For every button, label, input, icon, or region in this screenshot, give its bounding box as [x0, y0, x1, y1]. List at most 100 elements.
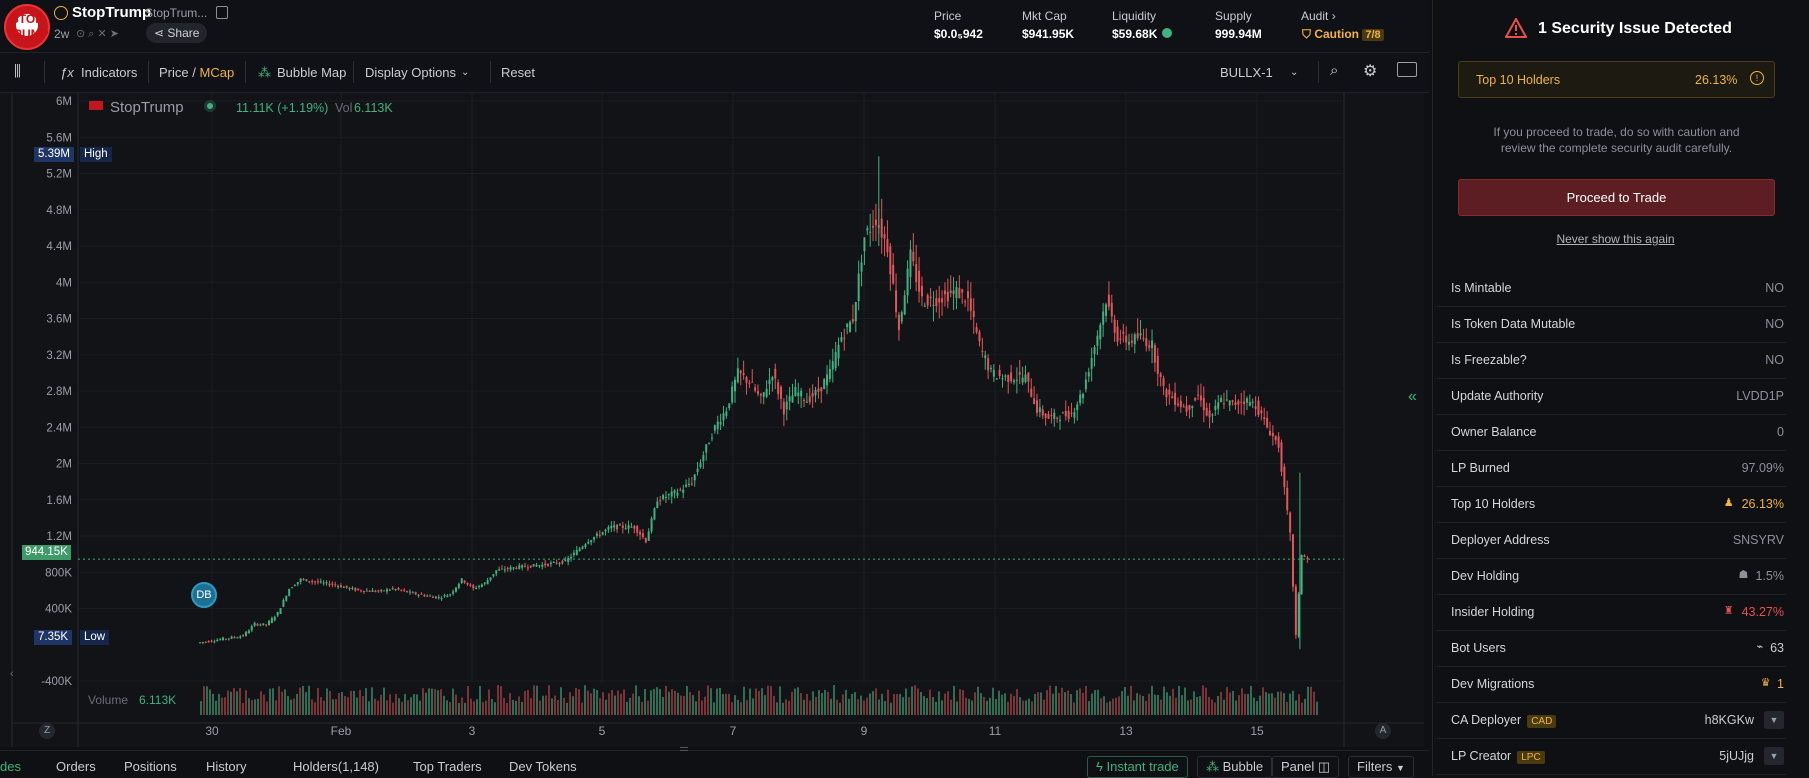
filter-icon[interactable]: ▼: [1764, 711, 1784, 729]
volume-bar: [1217, 695, 1219, 715]
gear-icon[interactable]: ⚙: [1363, 63, 1378, 80]
candle-body: [1021, 377, 1024, 383]
audit-status[interactable]: ⛉ Caution 7/8: [1302, 27, 1384, 42]
volume-bar: [905, 688, 907, 715]
never-show-again-link[interactable]: Never show this again: [1556, 232, 1675, 246]
volume-bar: [608, 693, 610, 715]
bubble-map-button[interactable]: Bubble Map: [277, 65, 347, 80]
volume-bar: [236, 691, 238, 715]
volume-bar: [455, 694, 457, 715]
candle-body: [607, 527, 610, 530]
candle-body: [549, 562, 552, 565]
candle-body: [1024, 374, 1027, 382]
volume-bar: [1091, 693, 1093, 715]
candle-body: [371, 590, 374, 592]
volume-bar: [476, 699, 478, 715]
volume-bar: [1034, 694, 1036, 715]
copy-icon[interactable]: [216, 6, 228, 19]
share-icon: ⋖: [154, 26, 168, 40]
candle-body: [742, 373, 745, 375]
candle-body: [498, 569, 501, 571]
scroll-left-icon[interactable]: ‹: [10, 668, 14, 680]
display-options-button[interactable]: Display Options: [365, 65, 457, 80]
volume-bar: [398, 698, 400, 715]
share-button[interactable]: ⋖ Share: [146, 23, 208, 43]
camera-icon[interactable]: [1397, 62, 1417, 77]
volume-bar: [1244, 693, 1246, 715]
candle-body: [900, 312, 903, 322]
candle-body: [1179, 400, 1182, 407]
x-tick-label: Feb: [331, 724, 352, 738]
chart-canvas[interactable]: 6M 5.6M 5.2M 4.8M 4.4M 4M 3.6M 3.2M 2.8M 2.4M 2M 1.…: [0, 93, 1424, 747]
dev-buy-marker[interactable]: DB: [191, 582, 217, 608]
candle-body: [288, 588, 291, 596]
filter-icon[interactable]: ▼: [1764, 747, 1784, 765]
candle-body: [1197, 394, 1200, 396]
candle-body: [653, 508, 656, 520]
x-tick-label: 9: [861, 724, 868, 738]
volume-bar: [473, 701, 475, 715]
candle-body: [529, 565, 532, 568]
filters-button[interactable]: Filters ▼: [1348, 756, 1414, 778]
search-zoom-icon[interactable]: ⌕: [1330, 62, 1339, 79]
volume-bar: [782, 702, 784, 715]
volume-bar: [1145, 700, 1147, 715]
auto-scale-button[interactable]: A: [1375, 723, 1391, 739]
candle-body: [1125, 335, 1128, 343]
tab-top-traders[interactable]: Top Traders: [413, 759, 482, 774]
candle-body: [478, 586, 480, 588]
volume-bar: [1190, 699, 1192, 715]
candle-body: [929, 296, 932, 299]
volume-bar: [659, 689, 661, 715]
volume-bar: [1169, 695, 1171, 715]
volume-bar: [1295, 700, 1297, 715]
resize-handle[interactable]: [680, 747, 688, 751]
volume-bar: [575, 687, 577, 715]
collapse-panel-icon[interactable]: «: [1408, 388, 1417, 405]
price-mcap-toggle[interactable]: Price / MCap: [159, 65, 234, 80]
candle-body: [1188, 405, 1191, 410]
tab-holders[interactable]: Holders(1,148): [293, 759, 379, 774]
candle-body: [768, 379, 771, 385]
legend-token-name: StopTrump: [110, 99, 184, 116]
exchange-select[interactable]: BULLX-1: [1220, 65, 1273, 80]
volume-bar: [860, 695, 862, 715]
candle-body: [1067, 410, 1070, 419]
bottom-tabs-bar: des Orders Positions History Holders(1,1…: [0, 747, 1430, 778]
volume-bar: [500, 685, 502, 715]
security-panel: [1432, 0, 1809, 776]
zoom-out-button[interactable]: Z: [39, 723, 55, 739]
candle-body: [946, 291, 949, 302]
candle-body: [1171, 396, 1174, 399]
volume-bar: [569, 692, 571, 715]
panel-button[interactable]: Panel ◫: [1272, 756, 1340, 778]
volume-bar: [593, 688, 595, 715]
candle-body: [1300, 554, 1303, 595]
volume-bar: [242, 702, 244, 715]
tab-history[interactable]: History: [206, 759, 247, 774]
indicators-icon[interactable]: ƒx: [60, 65, 74, 80]
audit-label[interactable]: Audit ›: [1301, 9, 1336, 23]
tab-positions[interactable]: Positions: [124, 759, 177, 774]
legend-status-icon[interactable]: [204, 100, 216, 112]
instant-trade-button[interactable]: ϟ Instant trade: [1087, 756, 1188, 778]
price-chart[interactable]: 6M 5.6M 5.2M 4.8M 4.4M 4M 3.6M 3.2M 2.8M 2.4M 2M 1.…: [0, 93, 1424, 747]
tab-trades[interactable]: des: [0, 759, 21, 774]
candle-body: [394, 589, 397, 591]
social-icons[interactable]: ⊙ ⌕ ✕ ➤: [76, 28, 119, 40]
bubble-button[interactable]: ⁂ Bubble: [1197, 756, 1273, 778]
indicators-button[interactable]: Indicators: [81, 65, 138, 80]
volume-bar: [1085, 686, 1087, 715]
candle-body: [334, 584, 337, 586]
candle-type-icon[interactable]: ⫼: [14, 63, 21, 80]
candle-body: [702, 455, 705, 462]
audit-row-value: 26.13%: [1741, 497, 1784, 511]
volume-bar: [779, 686, 781, 715]
tab-dev-tokens[interactable]: Dev Tokens: [509, 759, 577, 774]
reset-button[interactable]: Reset: [501, 65, 535, 80]
x-tick-label: 11: [989, 724, 1002, 738]
proceed-to-trade-button[interactable]: Proceed to Trade: [1458, 179, 1775, 216]
candle-body: [480, 584, 483, 587]
tab-orders[interactable]: Orders: [56, 759, 96, 774]
mktcap-value: $941.95K: [1022, 27, 1075, 41]
